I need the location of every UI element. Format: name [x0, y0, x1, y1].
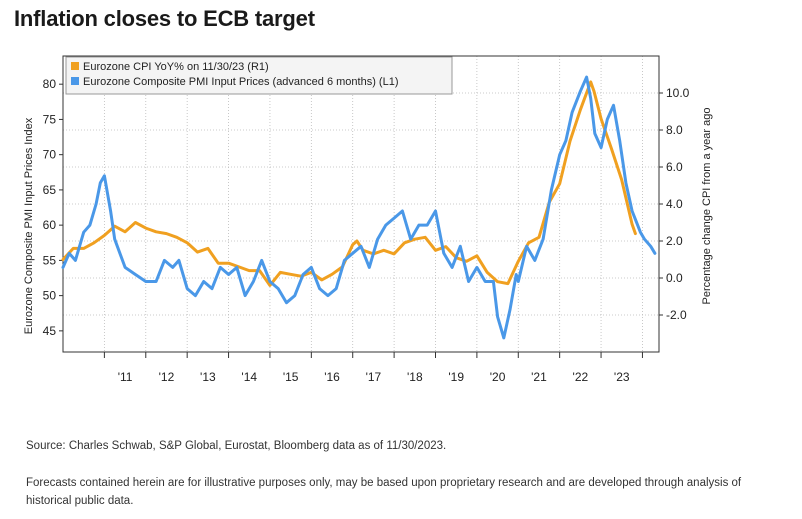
y-axis-left-label: Eurozone Composite PMI Input Prices Inde… — [23, 117, 35, 334]
y-axis-left: 45 50 55 60 65 70 75 80 — [43, 77, 63, 338]
legend-box — [65, 56, 453, 95]
y-left-tick-label: 65 — [43, 183, 57, 197]
x-tick-label: '13 — [200, 370, 216, 384]
legend-swatch-pmi — [71, 77, 79, 85]
x-tick-label: '14 — [241, 370, 257, 384]
y-axis-right-label: Percentage change CPI from a year ago — [701, 108, 713, 305]
x-tick-label: '11 — [118, 370, 133, 384]
y-left-tick-label: 45 — [43, 324, 57, 338]
y-right-tick-label: 0.0 — [666, 271, 683, 285]
y-axis-right: -2.0 0.0 2.0 4.0 6.0 8.0 10.0 — [659, 86, 690, 322]
y-right-tick-label: 4.0 — [666, 197, 683, 211]
y-left-tick-label: 70 — [43, 148, 57, 162]
y-right-tick-label: 2.0 — [666, 234, 683, 248]
x-tick-label: '15 — [283, 370, 299, 384]
legend-label-cpi: Eurozone CPI YoY% on 11/30/23 (R1) — [83, 61, 269, 73]
grid — [63, 56, 659, 352]
x-tick-label: '18 — [407, 370, 423, 384]
x-tick-label: '17 — [366, 370, 382, 384]
disclaimer-note: Forecasts contained herein are for illus… — [26, 477, 742, 507]
x-tick-label: '20 — [490, 370, 506, 384]
series-group — [61, 75, 657, 340]
x-tick-label: '12 — [159, 370, 175, 384]
y-right-tick-label: 6.0 — [666, 160, 683, 174]
x-axis: '11 '12 '13 '14 '15 '16 '17 '18 '19 '20 '21 '22 '23 — [103, 352, 643, 384]
legend: Eurozone CPI YoY% on 11/30/23 (R1) Euroz… — [65, 56, 453, 95]
y-left-tick-label: 55 — [43, 253, 57, 267]
x-tick-label: '16 — [324, 370, 340, 384]
y-right-tick-label: -2.0 — [666, 308, 687, 322]
x-tick-label: '23 — [614, 370, 630, 384]
legend-label-pmi: Eurozone Composite PMI Input Prices (adv… — [83, 76, 398, 88]
x-tick-label: '22 — [573, 370, 589, 384]
y-left-tick-label: 60 — [43, 218, 57, 232]
series-line-pmi — [61, 75, 657, 340]
page-title: Inflation closes to ECB target — [14, 6, 315, 31]
source-note: Source: Charles Schwab, S&P Global, Euro… — [26, 440, 447, 452]
chart: '11'12'13'14'15'16'17'18'19'20'21'22'23 … — [23, 55, 713, 384]
x-tick-label: '19 — [448, 370, 464, 384]
y-right-tick-label: 10.0 — [666, 86, 690, 100]
legend-swatch-cpi — [71, 62, 79, 70]
y-left-tick-label: 75 — [43, 112, 57, 126]
x-tick-label: '21 — [531, 370, 547, 384]
y-left-tick-label: 50 — [43, 289, 57, 303]
series-line-cpi — [61, 80, 637, 287]
y-left-tick-label: 80 — [43, 77, 57, 91]
y-right-tick-label: 8.0 — [666, 123, 683, 137]
